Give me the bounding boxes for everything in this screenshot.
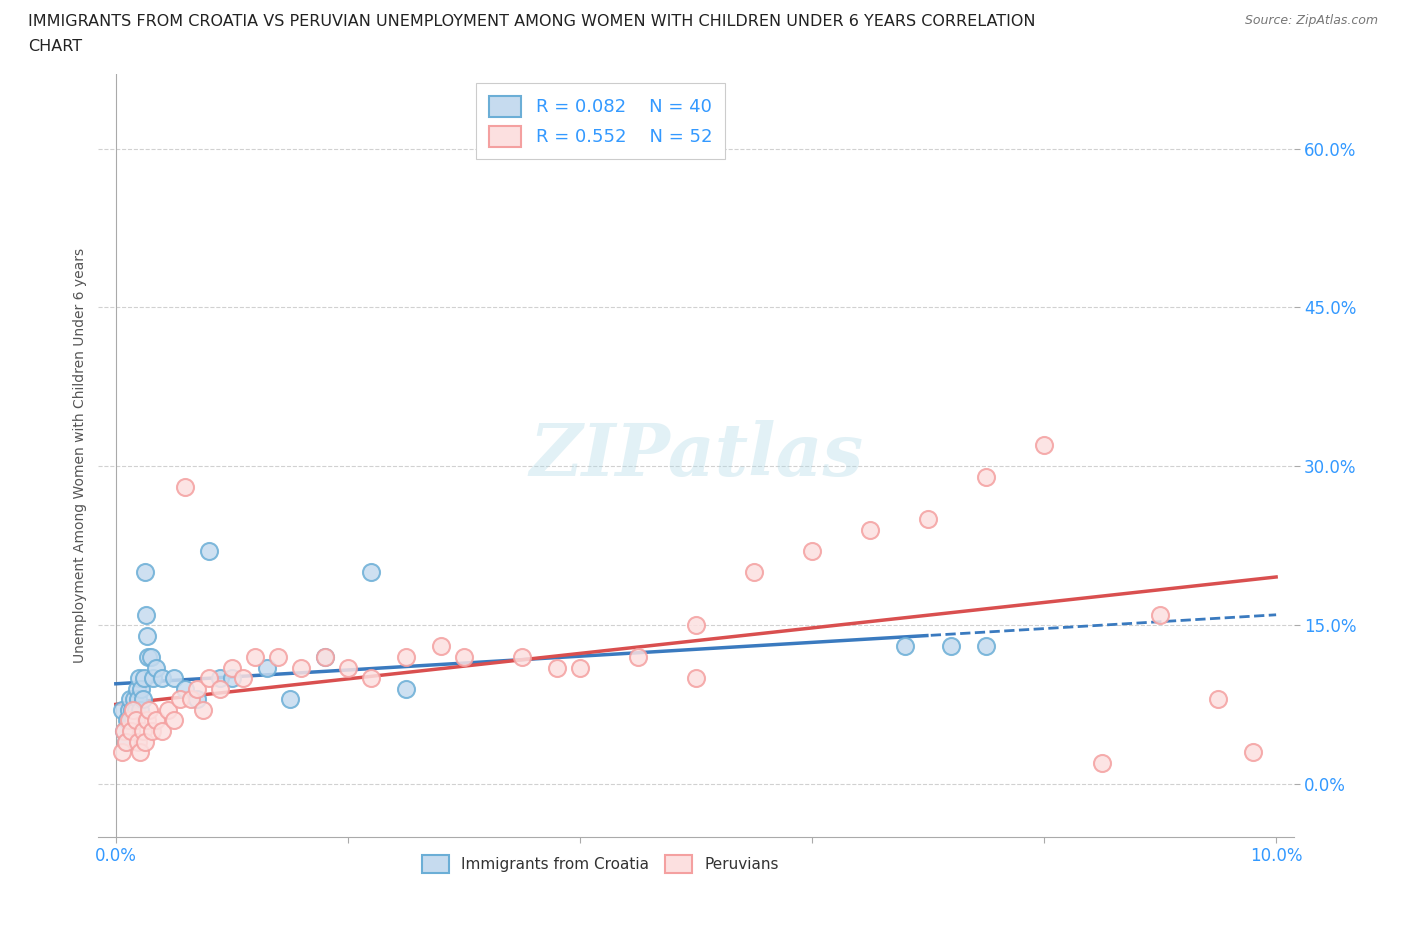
Point [111,745,134,760]
Point [174,682,197,697]
Point [139,649,162,664]
Point [290,660,312,675]
Point [685,671,707,685]
Point [127,692,149,707]
Point [243,649,266,664]
Point [360,565,382,579]
Y-axis label: Unemployment Among Women with Children Under 6 years: Unemployment Among Women with Children U… [73,248,87,663]
Point [1091,755,1114,770]
Point [142,671,165,685]
Point [141,724,163,738]
Point [314,649,336,664]
Point [132,671,155,685]
Point [117,702,139,717]
Point [136,713,159,728]
Point [115,735,138,750]
Point [134,565,156,579]
Point [131,682,153,697]
Point [112,724,135,738]
Point [1206,692,1229,707]
Point [186,692,208,707]
Point [209,671,232,685]
Point [209,682,232,697]
Point [360,671,382,685]
Point [124,692,146,707]
Point [742,565,765,579]
Point [120,724,142,738]
Text: IMMIGRANTS FROM CROATIA VS PERUVIAN UNEMPLOYMENT AMONG WOMEN WITH CHILDREN UNDER: IMMIGRANTS FROM CROATIA VS PERUVIAN UNEM… [28,14,1036,29]
Point [134,735,156,750]
Point [894,639,917,654]
Point [685,618,707,632]
Point [112,724,135,738]
Point [917,512,939,526]
Point [124,713,146,728]
Point [127,735,149,750]
Point [1241,745,1264,760]
Point [122,713,145,728]
Point [117,713,139,728]
Text: Source: ZipAtlas.com: Source: ZipAtlas.com [1244,14,1378,27]
Point [136,649,159,664]
Point [941,639,963,654]
Point [163,713,186,728]
Point [267,649,290,664]
Point [128,671,150,685]
Point [129,745,152,760]
Point [131,724,153,738]
Point [121,702,143,717]
Point [174,480,197,495]
Point [221,671,243,685]
Point [510,649,533,664]
Point [115,735,138,750]
Point [1149,607,1171,622]
Point [150,671,173,685]
Text: CHART: CHART [28,39,82,54]
Point [197,543,219,558]
Point [336,660,359,675]
Point [150,724,173,738]
Point [118,692,141,707]
Point [145,713,167,728]
Point [546,660,568,675]
Point [395,649,418,664]
Point [135,607,157,622]
Point [124,702,146,717]
Point [974,639,997,654]
Point [157,702,180,717]
Point [145,660,167,675]
Point [221,660,243,675]
Point [627,649,650,664]
Point [568,660,591,675]
Point [111,702,134,717]
Point [278,692,301,707]
Text: ZIPatlas: ZIPatlas [529,420,863,491]
Legend: Immigrants from Croatia, Peruvians: Immigrants from Croatia, Peruvians [416,849,785,879]
Point [129,702,152,717]
Point [138,702,160,717]
Point [180,692,202,707]
Point [395,682,418,697]
Point [256,660,278,675]
Point [1033,438,1056,453]
Point [314,649,336,664]
Point [453,649,475,664]
Point [191,702,214,717]
Point [859,523,882,538]
Point [125,682,148,697]
Point [169,692,191,707]
Point [122,702,145,717]
Point [974,470,997,485]
Point [136,629,159,644]
Point [232,671,254,685]
Point [131,692,153,707]
Point [429,639,451,654]
Point [801,543,824,558]
Point [117,713,139,728]
Point [197,671,219,685]
Point [186,682,208,697]
Point [163,671,186,685]
Point [120,713,142,728]
